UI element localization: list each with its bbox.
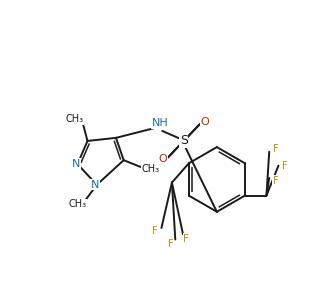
Text: NH: NH — [152, 118, 168, 128]
Text: F: F — [183, 234, 189, 244]
Text: CH₃: CH₃ — [68, 199, 87, 209]
Text: F: F — [282, 161, 287, 171]
Text: CH₃: CH₃ — [142, 164, 160, 174]
Text: F: F — [272, 144, 278, 154]
Text: F: F — [272, 176, 278, 186]
Text: O: O — [158, 154, 167, 164]
Text: O: O — [200, 117, 209, 127]
Text: F: F — [153, 226, 158, 236]
Text: CH₃: CH₃ — [65, 114, 84, 124]
Text: N: N — [91, 180, 99, 190]
Text: S: S — [180, 134, 188, 147]
Text: N: N — [72, 159, 80, 169]
Text: F: F — [168, 239, 173, 249]
